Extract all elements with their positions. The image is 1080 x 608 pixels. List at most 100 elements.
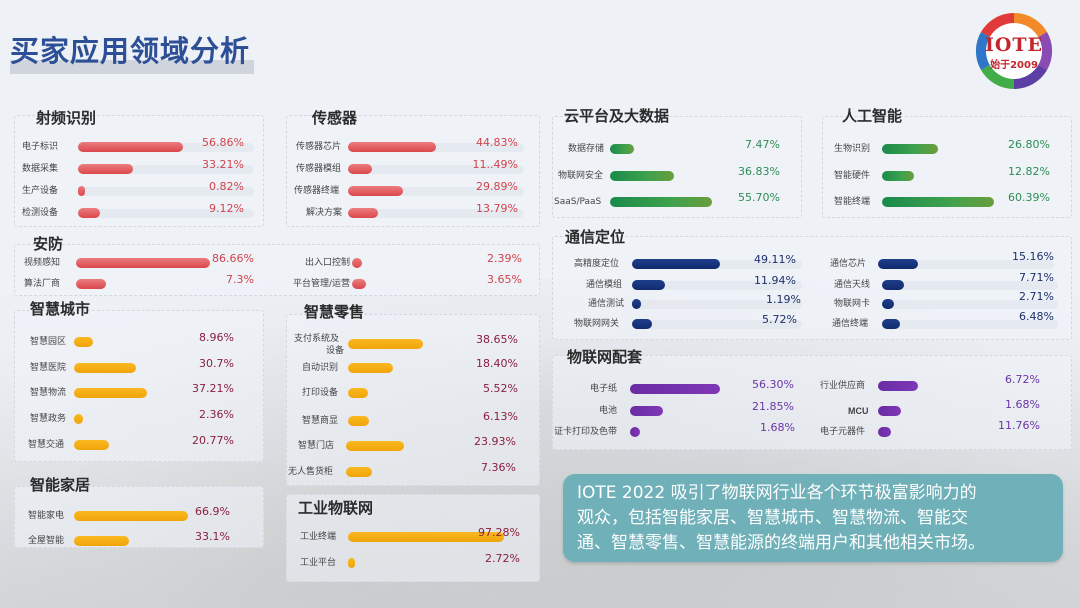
bar-value: 30.7% xyxy=(199,357,234,370)
bar-row: 智慧门店 23.93% xyxy=(286,435,532,454)
bar-label: 行业供应商 xyxy=(820,381,866,391)
bar-row: 全屋智能 33.1% xyxy=(14,530,254,549)
bar-value: 26.80% xyxy=(1008,138,1050,151)
bar-track xyxy=(348,143,524,152)
bar-row: 智慧商显 6.13% xyxy=(286,410,532,429)
bar-row: 物联网网关 5.72% xyxy=(552,313,802,332)
bar-fill xyxy=(348,339,423,349)
iote-logo: IOTE 始于2009 xyxy=(968,10,1060,92)
bar-fill xyxy=(76,258,210,268)
bar-fill xyxy=(348,164,372,174)
bar-value: 56.86% xyxy=(202,136,244,149)
bar-track xyxy=(882,281,1058,290)
bar-fill xyxy=(74,337,93,347)
bar-row: 物联网安全 36.83% xyxy=(552,165,792,184)
bar-row: SaaS/PaaS 55.70% xyxy=(552,191,792,210)
bar-track xyxy=(882,300,1058,309)
bar-row: 工业平台 2.72% xyxy=(286,552,532,571)
bar-fill xyxy=(74,440,109,450)
bar-label: 传感器终端 xyxy=(294,186,340,196)
bar-row: 智慧政务 2.36% xyxy=(14,408,254,427)
bar-label: 全屋智能 xyxy=(28,536,65,546)
bar-value: 60.39% xyxy=(1008,191,1050,204)
bar-row: 通信测试 1.19% xyxy=(552,293,802,312)
bar-label: SaaS/PaaS xyxy=(554,197,602,207)
bar-fill xyxy=(632,319,652,329)
bar-fill xyxy=(348,558,355,568)
bar-label: 智慧交通 xyxy=(28,440,65,450)
section-title-industrial-iot: 工业物联网 xyxy=(298,499,374,517)
bar-fill xyxy=(352,258,362,268)
bar-label: 通信终端 xyxy=(832,319,869,329)
bar-value: 2.36% xyxy=(199,408,234,421)
bar-track xyxy=(78,209,254,218)
bar-label: 数据存储 xyxy=(568,144,605,154)
bar-fill xyxy=(74,414,83,424)
bar-track xyxy=(882,320,1058,329)
bar-label: 生产设备 xyxy=(22,186,59,196)
bar-label: 工业平台 xyxy=(300,558,337,568)
bar-fill xyxy=(78,208,100,218)
bar-fill xyxy=(878,381,918,391)
bar-value: 7.3% xyxy=(226,273,254,286)
section-title-rfid: 射频识别 xyxy=(36,109,97,127)
bar-label: 物联网网关 xyxy=(574,319,620,329)
bar-value: 6.48% xyxy=(1019,310,1054,323)
bar-fill xyxy=(348,416,369,426)
bar-row: 自动识别 18.40% xyxy=(286,357,532,376)
bar-value: 86.66% xyxy=(212,252,254,265)
bar-row: 智能终端 60.39% xyxy=(822,191,1062,210)
bar-row: 智慧交通 20.77% xyxy=(14,434,254,453)
bar-row: 电池 21.85% xyxy=(552,400,802,419)
bar-row: 通信模组 11.94% xyxy=(552,274,802,293)
section-title-smart-retail: 智慧零售 xyxy=(304,303,365,321)
bar-value: 21.85% xyxy=(752,400,794,413)
bar-label: 电池 xyxy=(598,406,617,416)
bar-track xyxy=(348,187,524,196)
bar-value: 7.36% xyxy=(481,461,516,474)
bar-row: 生产设备 0.82% xyxy=(14,180,254,199)
section-title-smart-home: 智能家居 xyxy=(30,476,91,494)
bar-label: 电子纸 xyxy=(589,384,617,394)
bar-value: 1.19% xyxy=(766,293,801,306)
bar-label: MCU xyxy=(848,406,869,416)
bar-row: 检测设备 9.12% xyxy=(14,202,254,221)
bar-label: 工业终端 xyxy=(300,532,337,542)
bar-value: 5.72% xyxy=(762,313,797,326)
bar-row: 工业终端 97.28% xyxy=(286,526,532,545)
bar-label: 打印设备 xyxy=(302,388,339,398)
bar-value: 44.83% xyxy=(476,136,518,149)
bar-label: 出入口控制 xyxy=(304,258,350,268)
bar-row: 行业供应商 6.72% xyxy=(818,373,1062,394)
bar-label: 算法厂商 xyxy=(24,279,61,289)
bar-value: 2.71% xyxy=(1019,290,1054,303)
bar-fill xyxy=(882,319,900,329)
callout-line: 通、智慧零售、智慧能源的终端用户和其他相关市场。 xyxy=(577,533,985,553)
bar-row: 电子标识 56.86% xyxy=(14,136,254,155)
bar-row: 智能硬件 12.82% xyxy=(822,165,1062,184)
bar-row: 通信芯片 15.16% xyxy=(826,250,1066,272)
callout-line: IOTE 2022 吸引了物联网行业各个环节极富影响力的 xyxy=(577,483,977,503)
bar-fill xyxy=(348,532,504,542)
bar-value: 8.96% xyxy=(199,331,234,344)
bar-row: 无人售货柜 7.36% xyxy=(286,461,532,480)
bar-fill xyxy=(346,467,372,477)
section-title-smart-city: 智慧城市 xyxy=(30,300,91,318)
bar-row: 支付系统及 设备 38.65% xyxy=(286,333,532,358)
bar-value: 37.21% xyxy=(192,382,234,395)
bar-label: 传感器芯片 xyxy=(296,142,342,152)
bar-track xyxy=(632,300,802,309)
bar-label: 高精度定位 xyxy=(574,259,620,269)
bar-label: 电子标识 xyxy=(22,142,59,152)
section-title-comm: 通信定位 xyxy=(565,228,626,246)
bar-value: 23.93% xyxy=(474,435,516,448)
bar-label: 智慧物流 xyxy=(30,388,67,398)
bar-label: 无人售货柜 xyxy=(288,467,334,477)
bar-label: 物联网卡 xyxy=(834,299,871,309)
bar-value: 11.94% xyxy=(754,274,796,287)
bar-row: 电子纸 56.30% xyxy=(552,378,802,397)
bar-fill xyxy=(348,388,368,398)
bar-label: 智慧园区 xyxy=(30,337,67,347)
bar-value: 49.11% xyxy=(754,253,796,266)
bar-fill xyxy=(610,171,674,181)
